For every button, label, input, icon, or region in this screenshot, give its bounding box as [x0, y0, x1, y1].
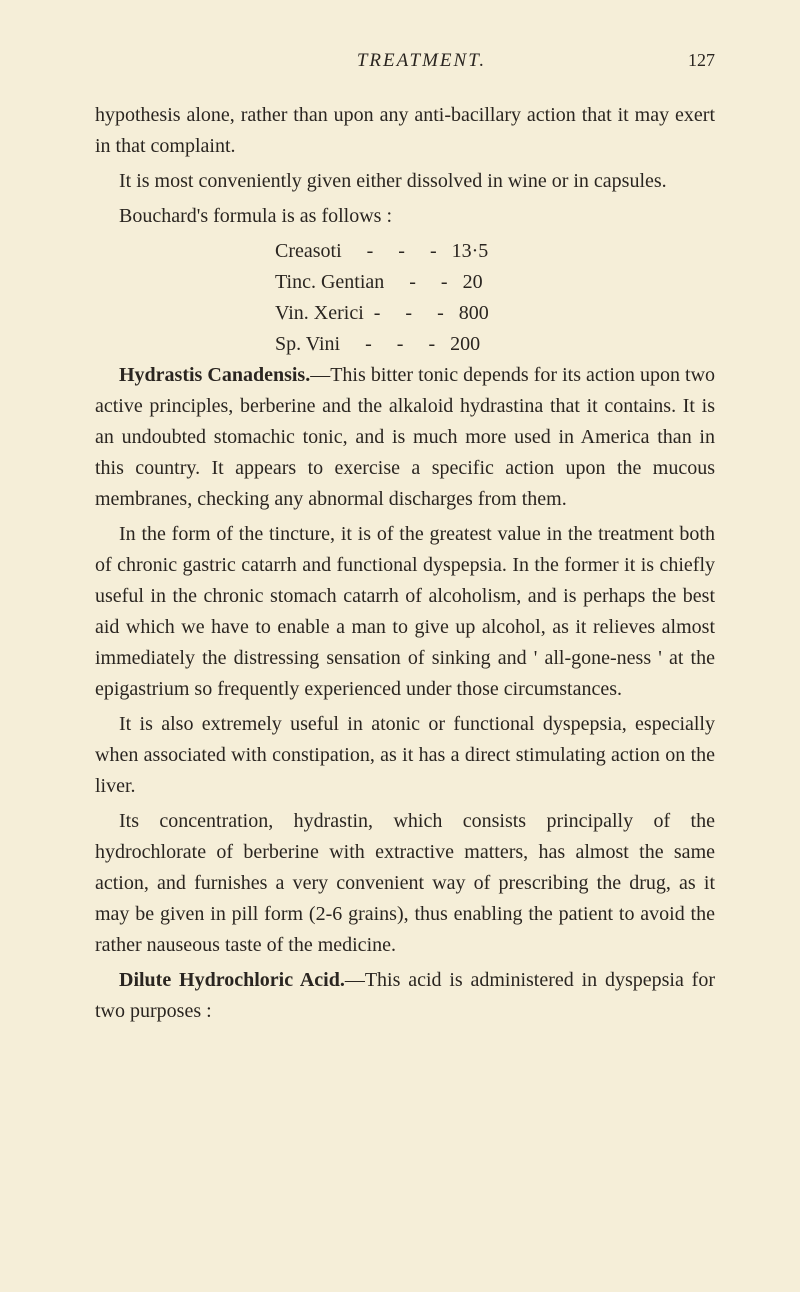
paragraph-1: hypothesis alone, rather than upon any a… — [95, 100, 715, 162]
formula-line-3: Vin. Xerici - - - 800 — [275, 298, 715, 329]
page-number: 127 — [688, 50, 715, 71]
formula-line-2: Tinc. Gentian - - 20 — [275, 267, 715, 298]
paragraph-3: Bouchard's formula is as follows : — [95, 201, 715, 232]
header-title: TREATMENT. — [155, 50, 688, 72]
paragraph-8: Dilute Hydrochloric Acid.—This acid is a… — [95, 965, 715, 1027]
page-header: TREATMENT. 127 — [95, 50, 715, 72]
paragraph-7: Its concentration, hydrastin, which cons… — [95, 806, 715, 961]
term-hydrastis: Hydrastis Canadensis. — [119, 364, 310, 386]
paragraph-2: It is most conveniently given either dis… — [95, 166, 715, 197]
formula-line-1: Creasoti - - - 13·5 — [275, 236, 715, 267]
page-container: TREATMENT. 127 hypothesis alone, rather … — [0, 0, 800, 1081]
paragraph-6: It is also extremely useful in atonic or… — [95, 709, 715, 802]
paragraph-4: Hydrastis Canadensis.—This bitter tonic … — [95, 360, 715, 515]
paragraph-5: In the form of the tincture, it is of th… — [95, 519, 715, 705]
formula-line-4: Sp. Vini - - - 200 — [275, 329, 715, 360]
term-hydrochloric: Dilute Hydrochloric Acid. — [119, 969, 345, 991]
